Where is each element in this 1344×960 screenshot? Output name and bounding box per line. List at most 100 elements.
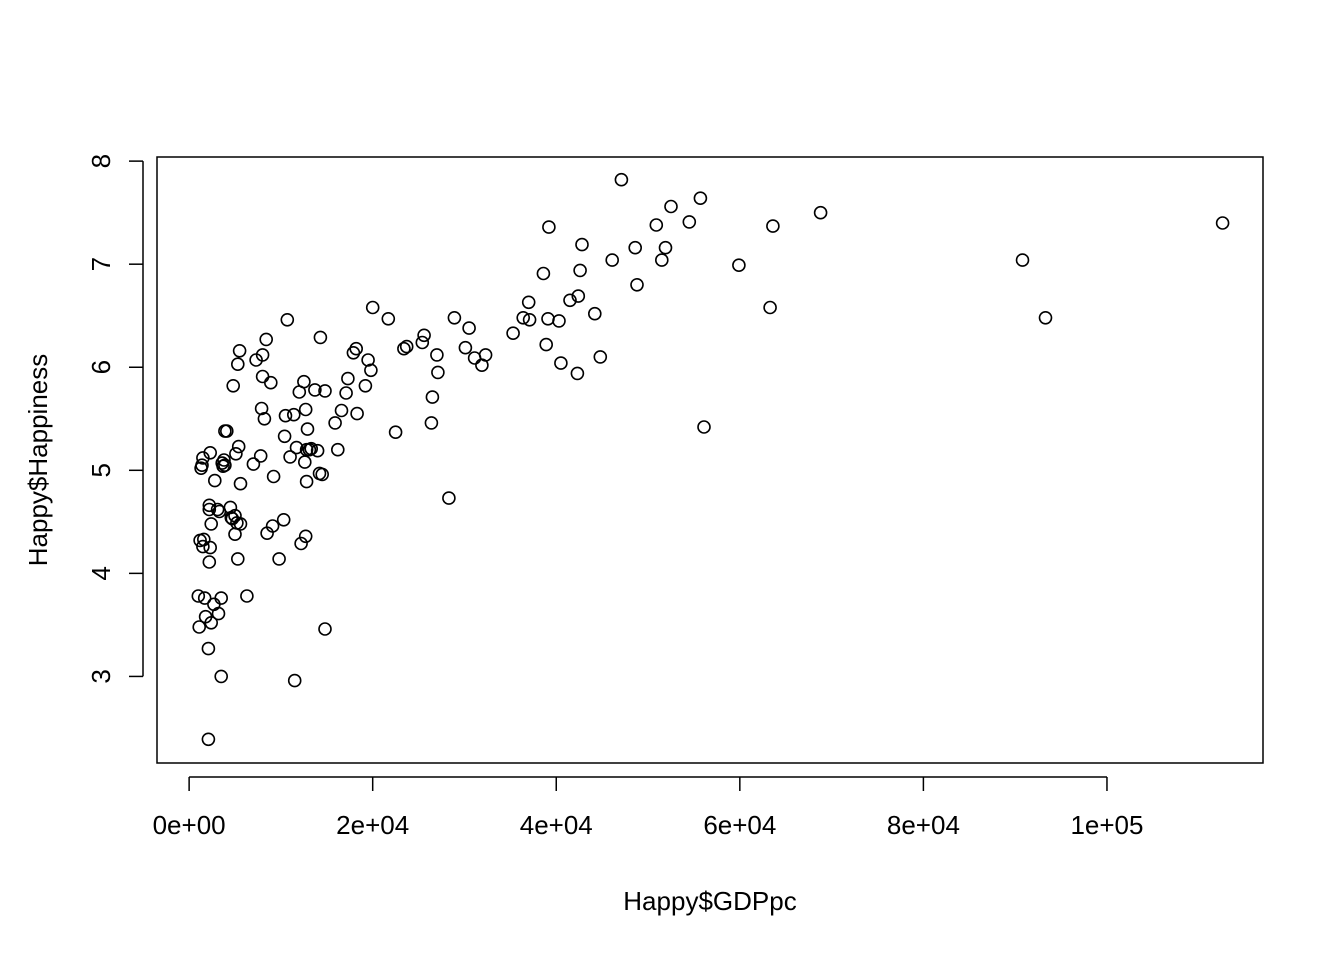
data-point: [318, 384, 332, 398]
y-tick-label: 5: [86, 463, 116, 477]
x-tick-label: 4e+04: [520, 810, 593, 840]
data-point: [516, 310, 531, 325]
data-point: [313, 330, 328, 345]
data-point: [536, 266, 551, 281]
data-point: [231, 357, 245, 372]
data-point: [277, 429, 292, 444]
data-point: [425, 390, 440, 404]
data-point: [289, 440, 304, 455]
y-tick-label: 4: [86, 566, 116, 580]
data-point: [202, 555, 217, 569]
data-point: [364, 363, 378, 378]
x-tick-label: 2e+04: [336, 810, 409, 840]
data-point: [304, 441, 319, 456]
x-axis: 0e+00 2e+04 4e+04 6e+04 8e+04 1e+05: [153, 776, 1143, 840]
data-point: [542, 220, 556, 234]
data-point: [203, 540, 217, 555]
data-point: [1015, 253, 1030, 267]
y-tick-label: 7: [86, 257, 116, 271]
data-point: [462, 321, 476, 335]
data-point: [272, 552, 286, 566]
data-point: [233, 517, 248, 531]
data-point: [297, 455, 312, 469]
plot-box: [156, 156, 1264, 764]
data-point: [334, 403, 349, 418]
data-point: [240, 589, 254, 603]
data-point: [211, 606, 226, 621]
y-axis-label: Happy$Happiness: [23, 354, 53, 566]
data-point: [605, 253, 620, 267]
data-point: [628, 240, 643, 255]
data-point: [294, 536, 308, 551]
data-point: [246, 457, 261, 471]
data-point: [202, 502, 217, 517]
data-point: [204, 517, 218, 531]
data-point: [197, 591, 212, 605]
data-point: [397, 341, 411, 356]
data-point: [1215, 216, 1230, 230]
data-point: [204, 615, 218, 630]
data-point: [654, 253, 669, 267]
data-point: [315, 467, 330, 482]
data-point: [191, 589, 206, 603]
data-point: [298, 529, 313, 544]
data-point: [195, 458, 209, 473]
data-point: [255, 348, 270, 362]
data-point: [229, 446, 243, 461]
data-point: [630, 277, 644, 292]
data-point: [349, 341, 364, 356]
data-point: [283, 450, 297, 464]
data-point: [763, 300, 777, 315]
data-point: [298, 402, 313, 417]
data-point: [286, 407, 301, 422]
data-point: [552, 314, 566, 328]
data-point: [257, 411, 272, 426]
data-point: [328, 416, 342, 430]
data-point: [330, 442, 345, 457]
data-point: [201, 641, 216, 656]
x-tick-label: 0e+00: [153, 810, 226, 840]
data-point: [521, 295, 536, 310]
data-point: [214, 591, 228, 605]
data-point: [299, 474, 314, 489]
data-point: [587, 306, 602, 321]
data-point: [265, 519, 280, 533]
y-tick-label: 3: [86, 669, 116, 683]
data-point: [232, 343, 247, 358]
data-point: [339, 386, 353, 400]
data-point: [287, 673, 302, 688]
data-point: [571, 289, 586, 303]
data-point: [399, 339, 414, 354]
data-point: [570, 366, 585, 381]
data-point: [231, 552, 245, 566]
data-point: [192, 620, 206, 634]
data-point: [218, 458, 232, 473]
data-point: [575, 237, 589, 252]
data-point: [253, 449, 268, 463]
data-point: [563, 293, 577, 308]
data-point: [539, 337, 554, 352]
data-point: [506, 326, 520, 341]
data-point: [308, 383, 322, 397]
x-axis-label: Happy$GDPpc: [623, 886, 796, 916]
x-tick-label: 8e+04: [887, 810, 960, 840]
data-point: [203, 445, 217, 460]
data-point: [297, 374, 311, 389]
data-point: [431, 365, 445, 380]
data-point: [358, 378, 373, 393]
data-point: [202, 498, 217, 513]
data-point: [226, 378, 240, 393]
data-point: [341, 371, 355, 386]
data-point: [693, 191, 708, 205]
y-axis: 3 4 5 6 7 8: [86, 154, 144, 684]
data-point: [554, 356, 568, 370]
data-point: [447, 310, 462, 325]
data-point: [766, 219, 780, 233]
data-point: [478, 348, 493, 362]
data-point: [415, 335, 430, 350]
x-tick-label: 1e+05: [1070, 810, 1143, 840]
data-point: [417, 328, 431, 343]
data-point: [522, 312, 537, 327]
data-point: [207, 597, 221, 612]
